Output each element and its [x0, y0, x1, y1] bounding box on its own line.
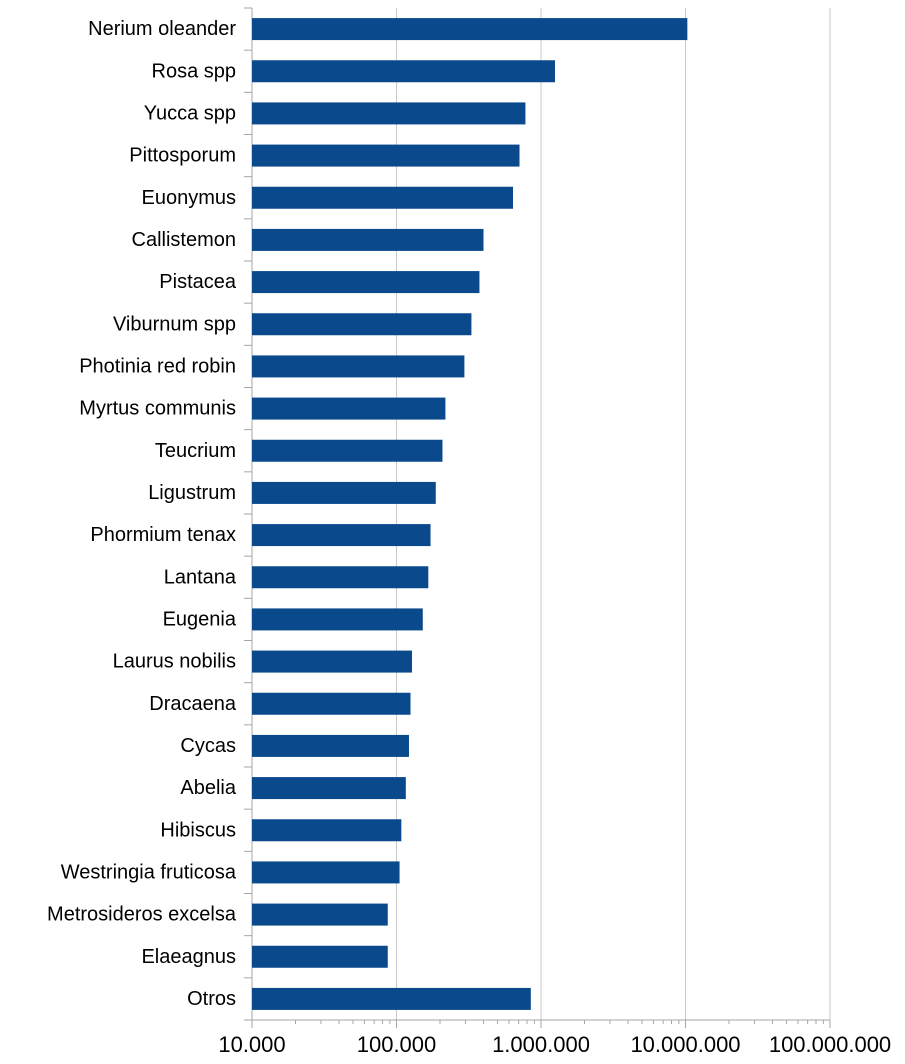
bar [252, 355, 465, 378]
category-labels: Nerium oleander Rosa spp Yucca spp Pittospo… [47, 18, 237, 1010]
category-label: Metrosideros excelsa [47, 904, 237, 926]
category-label: Cycas [180, 735, 236, 757]
category-label: Viburnum spp [113, 313, 236, 335]
category-label: Laurus nobilis [113, 651, 236, 673]
category-label: Callistemon [132, 229, 236, 251]
category-label: Yucca spp [144, 102, 236, 124]
bar [252, 734, 409, 757]
bar [252, 566, 429, 589]
axes [244, 7, 831, 1028]
category-label: Eugenia [163, 608, 237, 630]
bar [252, 144, 520, 167]
bar [252, 777, 406, 800]
category-label: Ligustrum [148, 482, 236, 504]
category-label: Hibiscus [160, 819, 236, 841]
x-tick-label: 100.000.000 [769, 1032, 891, 1057]
bar [252, 60, 556, 83]
bar [252, 819, 402, 842]
category-label: Nerium oleander [88, 18, 236, 40]
bar [252, 397, 446, 420]
x-tick-label: 1.000.000 [492, 1032, 590, 1057]
bar [252, 102, 526, 125]
bar [252, 186, 513, 209]
x-tick-label: 10.000.000 [630, 1032, 740, 1057]
bars [252, 18, 688, 1010]
category-label: Abelia [180, 777, 236, 799]
bar [252, 271, 480, 294]
bar [252, 987, 531, 1010]
category-label: Lantana [164, 566, 237, 588]
category-label: Rosa spp [152, 60, 237, 82]
bar [252, 945, 388, 968]
gridlines [396, 8, 831, 1020]
bar [252, 692, 411, 715]
bar [252, 313, 472, 336]
category-label: Westringia fruticosa [61, 861, 237, 883]
category-label: Photinia red robin [79, 355, 236, 377]
category-label: Euonymus [142, 187, 237, 209]
category-label: Teucrium [155, 440, 236, 462]
bar [252, 903, 388, 926]
bar [252, 650, 412, 673]
category-label: Pistacea [159, 271, 237, 293]
category-label: Otros [187, 988, 236, 1010]
category-label: Elaeagnus [141, 946, 236, 968]
bar [252, 439, 443, 462]
bar [252, 228, 484, 251]
x-tick-labels: 10.000 100.000 1.000.000 10.000.000 100.000.… [218, 1032, 891, 1057]
bar [252, 861, 400, 884]
bar [252, 608, 423, 631]
bar [252, 524, 431, 547]
bar [252, 481, 436, 504]
bar [252, 18, 688, 41]
x-tick-label: 10.000 [218, 1032, 285, 1057]
category-label: Phormium tenax [90, 524, 236, 546]
x-tick-label: 100.000 [357, 1032, 437, 1057]
category-label: Pittosporum [129, 145, 236, 167]
category-label: Myrtus communis [79, 398, 236, 420]
category-label: Dracaena [149, 693, 237, 715]
